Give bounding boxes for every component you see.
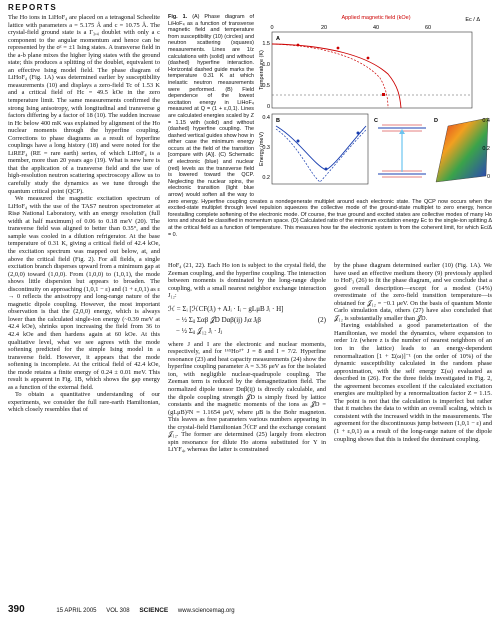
marker xyxy=(296,139,300,143)
panel-label: D xyxy=(434,118,438,124)
marker xyxy=(324,167,328,171)
panel-label: A xyxy=(276,36,280,42)
panel-label: B xyxy=(276,118,280,124)
tick-label: 0.3 xyxy=(262,145,270,151)
panel-label: C xyxy=(374,118,378,124)
marker xyxy=(296,43,300,47)
tick-label: 40 xyxy=(373,25,379,31)
column-2: HoF₄ (21, 22). Each Ho ion is subject to… xyxy=(168,262,326,600)
figure-graphic: Applied magnetic field (kOe) 0 20 40 60 … xyxy=(259,15,490,185)
equation-line: − ½ Σᵢⱼ Σαβ 𝒥D Dαβ(ij) Jᵢα Jⱼβ xyxy=(176,315,261,324)
caption: (A) Phase diagram of LiHoF₄ as a functio… xyxy=(168,14,492,238)
footer: 390 15 APRIL 2005 VOL 308 SCIENCE www.sc… xyxy=(8,604,492,615)
paragraph: Having established a good parameterizati… xyxy=(334,322,492,443)
date: 15 APRIL 2005 xyxy=(56,608,97,614)
tick-label: 0.4 xyxy=(262,115,270,121)
paragraph: To obtain a quantitative understanding o… xyxy=(8,391,160,414)
tick-label: 0 xyxy=(270,25,273,31)
tick-label: 0 xyxy=(267,104,270,110)
paragraph: where J and I are the electronic and nuc… xyxy=(168,340,326,454)
panel-frame xyxy=(271,31,473,109)
ratio-surface xyxy=(435,117,489,183)
paragraph: The Ho ions in LiHoF₄ are placed on a te… xyxy=(8,14,160,195)
url: www.sciencemag.org xyxy=(177,608,235,614)
tick-label: 20 xyxy=(321,25,327,31)
axis-title: Ec / Δ xyxy=(465,17,480,23)
equation-number: (2) xyxy=(317,315,326,324)
column-3: by the phase diagram determined earlier … xyxy=(334,262,492,600)
page-number: 390 xyxy=(8,604,25,615)
equation: ℋ = Σᵢ [ℋCF(Jᵢ) + AJᵢ · Iᵢ − gLμB Jᵢ · H… xyxy=(168,304,326,337)
tick-label: 60 xyxy=(425,25,431,31)
equation-line: ℋ = Σᵢ [ℋCF(Jᵢ) + AJᵢ · Iᵢ − gLμB Jᵢ · H… xyxy=(168,304,284,313)
journal: SCIENCE xyxy=(139,607,169,614)
tick-label: 0.2 xyxy=(262,175,270,181)
marker xyxy=(356,131,360,135)
energy-curve xyxy=(275,125,367,171)
caption-label: Fig. 1. xyxy=(168,14,188,20)
panel-frame xyxy=(271,113,369,185)
tick-label: 0.2 xyxy=(482,146,490,152)
marker xyxy=(336,46,340,50)
marker xyxy=(382,93,385,96)
figure: Applied magnetic field (kOe) 0 20 40 60 … xyxy=(168,14,492,260)
energy-curve-dashed xyxy=(275,128,367,183)
volume: VOL 308 xyxy=(106,608,130,614)
paragraph: We measured the magnetic excitation spec… xyxy=(8,195,160,391)
tick-label: 1.5 xyxy=(262,41,270,47)
phase-curve xyxy=(271,43,402,109)
marker xyxy=(366,56,370,60)
section-header: REPORTS xyxy=(8,3,58,12)
tick-label: 0.4 xyxy=(482,118,490,124)
tick-label: 0.5 xyxy=(262,83,270,89)
equation-line: − ½ Σᵢⱼ 𝒥₁₂ Jᵢ · Jⱼ xyxy=(176,326,222,335)
axis-title: Temperature (K) xyxy=(259,50,265,90)
paragraph: by the phase diagram determined earlier … xyxy=(334,262,492,322)
axis-title: Applied magnetic field (kOe) xyxy=(341,15,410,21)
axis-title: Energy (meV) xyxy=(259,132,265,166)
tick-label: 0 xyxy=(487,174,490,180)
tick-label: 1.0 xyxy=(262,62,270,68)
level-schematic xyxy=(378,124,426,178)
column-1: The Ho ions in LiHoF₄ are placed on a te… xyxy=(8,14,160,600)
paragraph: HoF₄ (21, 22). Each Ho ion is subject to… xyxy=(168,262,326,300)
phase-curve-dashed xyxy=(271,43,389,109)
